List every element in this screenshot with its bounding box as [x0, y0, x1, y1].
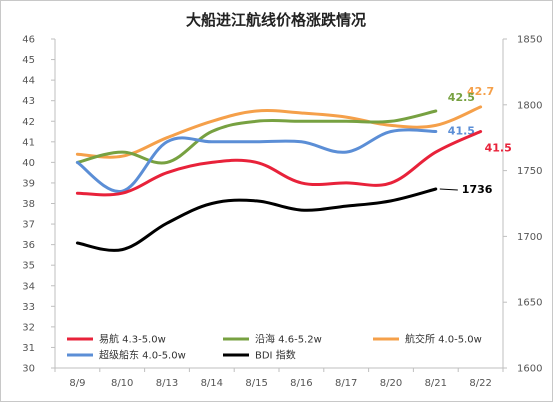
y-tick-label-left: 41 — [22, 137, 35, 148]
legend-label-0: 易航 4.3-5.0w — [99, 333, 166, 346]
chart-title: 大船进江航线价格涨跌情况 — [186, 11, 366, 29]
y-tick-label-left: 40 — [22, 158, 35, 169]
y-tick-label-left: 37 — [22, 220, 35, 231]
y-tick-label-left: 42 — [22, 117, 35, 128]
x-tick-label: 8/15 — [245, 378, 267, 389]
series-end-label-2: 42.7 — [467, 85, 494, 98]
y-tick-label-left: 34 — [22, 281, 35, 292]
y-tick-label-left: 31 — [22, 343, 35, 354]
x-tick-label: 8/10 — [111, 378, 133, 389]
x-tick-label: 8/14 — [201, 378, 223, 389]
x-tick-label: 8/17 — [335, 378, 357, 389]
x-tick-label: 8/22 — [469, 378, 491, 389]
y-tick-label-left: 44 — [22, 76, 35, 87]
y-tick-label-right: 1850 — [517, 35, 542, 46]
y-tick-label-left: 39 — [22, 178, 35, 189]
legend-label-4: BDI 指数 — [255, 349, 296, 362]
y-tick-label-left: 43 — [22, 96, 35, 107]
y-tick-label-left: 38 — [22, 199, 35, 210]
series-end-label-1: 42.5 — [448, 91, 475, 104]
series-line-4 — [75, 187, 438, 252]
legend-label-1: 沿海 4.6-5.2w — [255, 333, 322, 346]
y-tick-label-right: 1750 — [517, 166, 542, 177]
y-tick-label-left: 35 — [22, 261, 35, 272]
series-end-label-3: 41.5 — [448, 125, 475, 138]
y-tick-label-right: 1600 — [517, 364, 542, 375]
y-tick-label-left: 30 — [22, 364, 35, 375]
series-line-0 — [75, 130, 483, 197]
series-line-1 — [75, 109, 438, 165]
x-tick-label: 8/16 — [290, 378, 312, 389]
y-tick-label-left: 33 — [22, 302, 35, 313]
series-end-label-0: 41.5 — [485, 142, 512, 155]
x-tick-label: 8/13 — [156, 378, 178, 389]
legend-label-3: 超级船东 4.0-5.0w — [99, 349, 186, 362]
series-end-label-4: 1736 — [462, 183, 493, 196]
legend-label-2: 航交所 4.0-5.0w — [405, 333, 482, 346]
y-tick-label-left: 45 — [22, 55, 35, 66]
y-tick-label-left: 36 — [22, 240, 35, 251]
y-tick-label-right: 1800 — [517, 100, 542, 111]
x-tick-label: 8/9 — [69, 378, 85, 389]
y-tick-label-right: 1650 — [517, 298, 542, 309]
series-line-3 — [75, 128, 438, 193]
series-line-2 — [75, 105, 483, 159]
bdi-leader-line — [439, 188, 458, 191]
y-tick-label-right: 1700 — [517, 232, 542, 243]
y-tick-label-left: 46 — [22, 35, 35, 46]
x-tick-label: 8/21 — [425, 378, 447, 389]
x-tick-label: 8/20 — [380, 378, 402, 389]
y-tick-label-left: 32 — [22, 322, 35, 333]
